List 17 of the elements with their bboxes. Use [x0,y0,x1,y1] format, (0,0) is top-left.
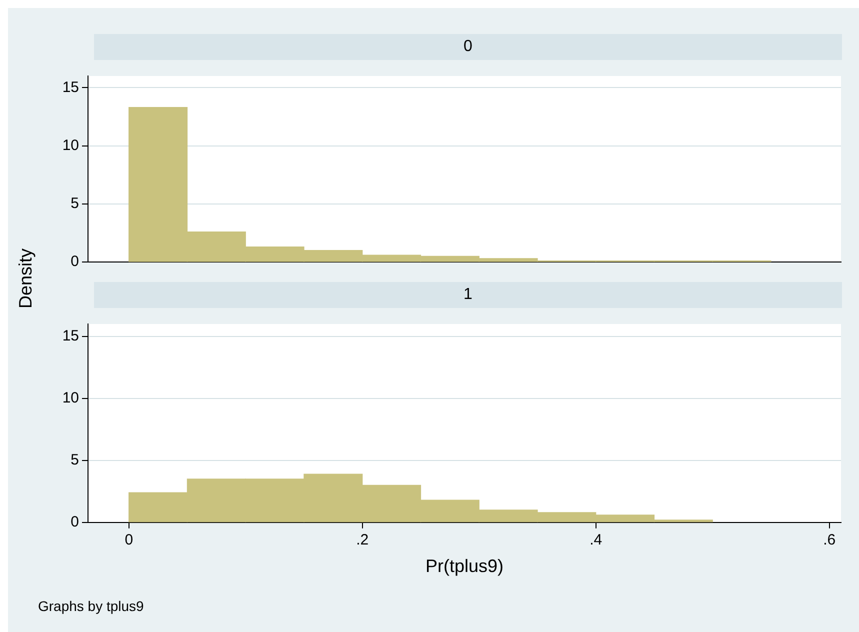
x-tick-label: .2 [356,532,369,549]
chart-title: 1 [94,282,842,308]
y-axis-title: Density [16,248,36,308]
text: Graphs by tplus9 [38,598,144,614]
y-tick-label: 0 [70,253,79,270]
y-tick-label: 10 [62,390,79,407]
chart-title: 0 [94,34,842,60]
x-tick-label: .6 [823,532,836,549]
y-tick-label: 5 [70,452,79,469]
y-tick-label: 15 [62,328,79,345]
y-tick-label: 10 [62,136,79,154]
y-tick-label: 15 [62,78,79,96]
x-tick-label: 0 [124,532,134,549]
x-axis-title: Pr(tplus9) [425,556,504,576]
y-tick-label: 5 [70,195,79,212]
y-tick-label: 0 [70,514,79,531]
x-tick-label: .4 [590,532,602,549]
